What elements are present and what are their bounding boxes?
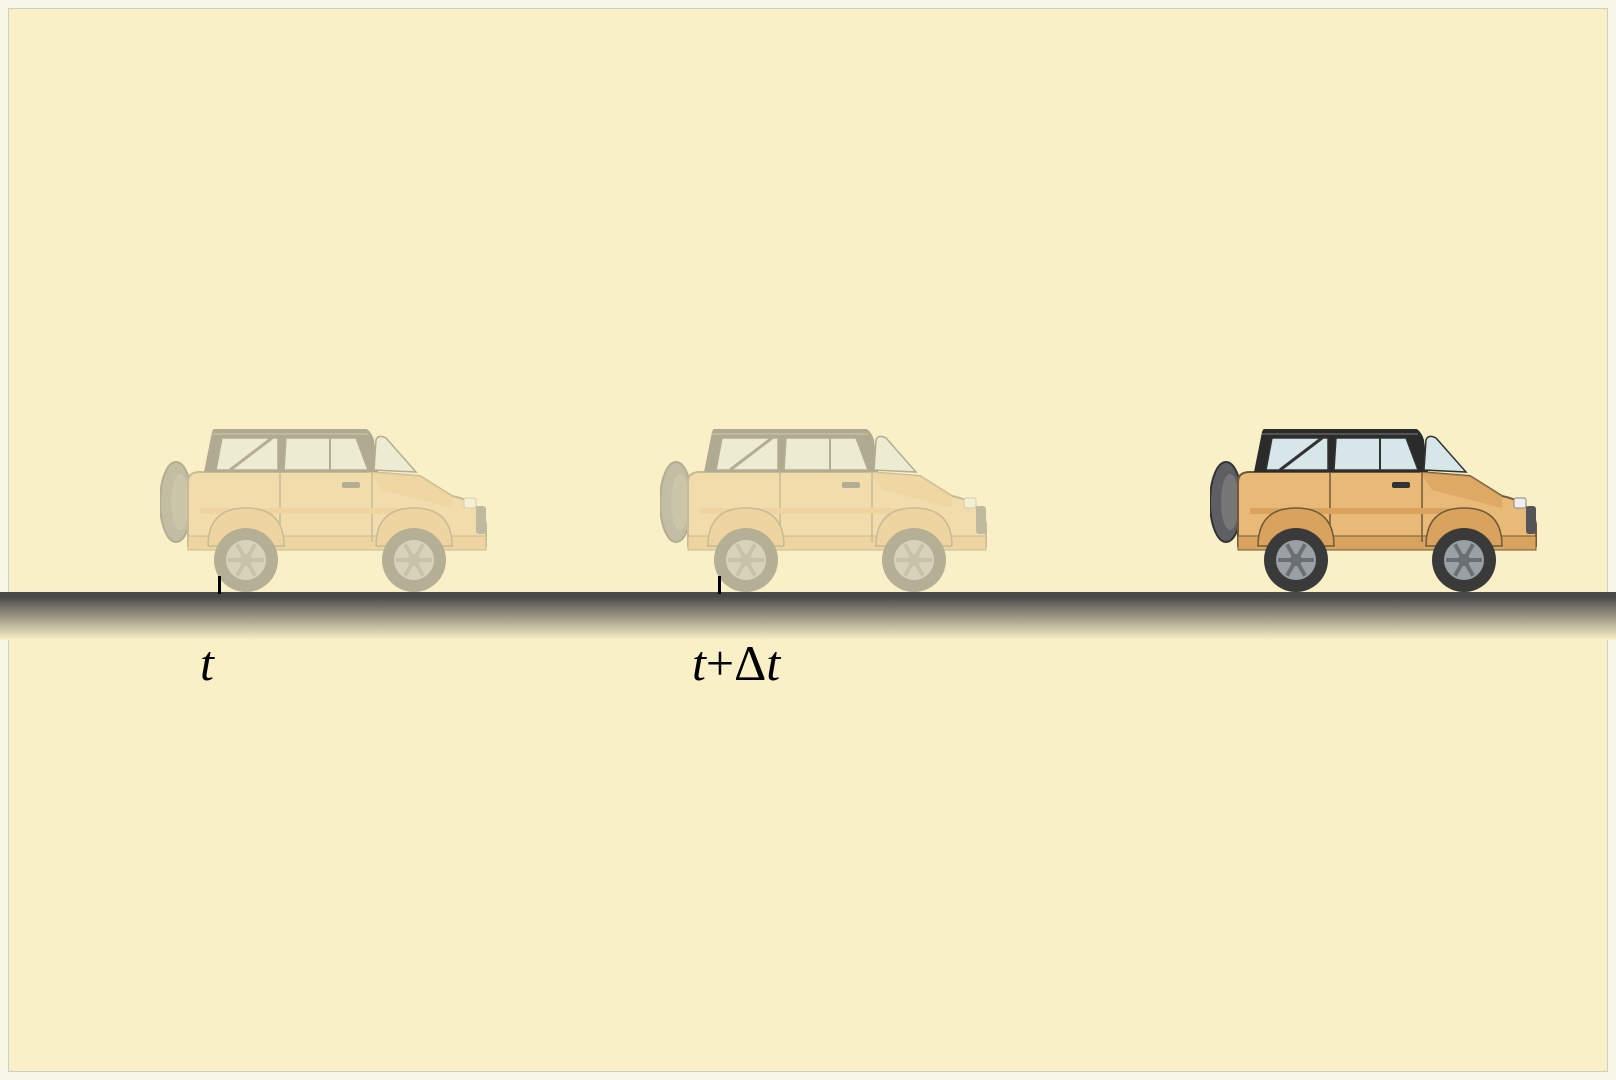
position-tick-2	[718, 576, 721, 594]
car-position-3	[1210, 429, 1550, 599]
road-surface	[0, 592, 1616, 640]
diagram-stage: t t+Δt	[0, 0, 1616, 1080]
time-label-2: t+Δt	[692, 634, 780, 692]
time-label-1: t	[200, 634, 214, 692]
car-position-2	[660, 429, 1000, 599]
car-position-1	[160, 429, 500, 599]
position-tick-1	[218, 576, 221, 594]
